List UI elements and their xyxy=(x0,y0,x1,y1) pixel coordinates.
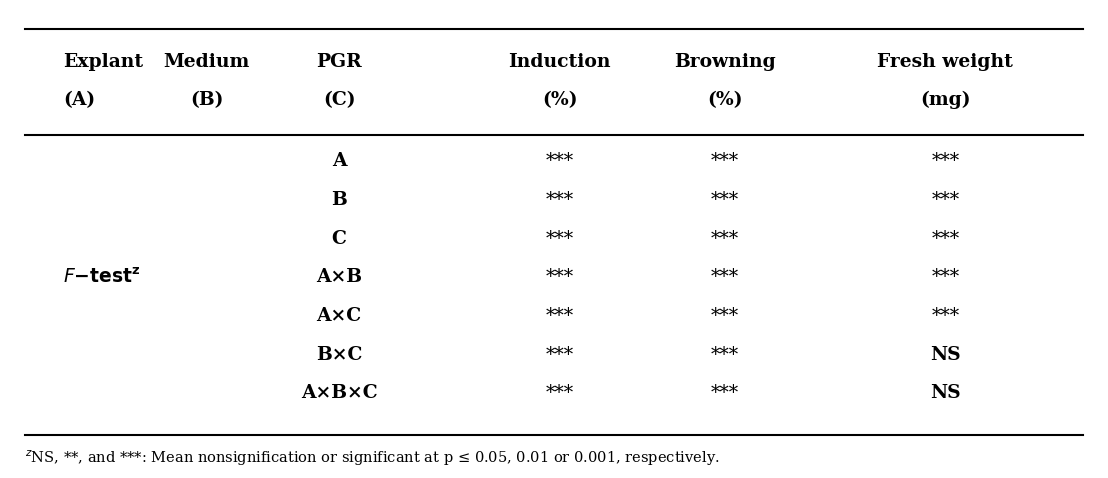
Text: ***: *** xyxy=(545,268,574,286)
Text: A: A xyxy=(331,152,347,170)
Text: (C): (C) xyxy=(322,91,356,109)
Text: (%): (%) xyxy=(707,91,742,109)
Text: ***: *** xyxy=(545,191,574,209)
Text: (mg): (mg) xyxy=(920,90,971,109)
Text: ***: *** xyxy=(545,346,574,364)
Text: (B): (B) xyxy=(191,91,224,109)
Text: Explant: Explant xyxy=(63,53,144,71)
Text: B: B xyxy=(331,191,347,209)
Text: ***: *** xyxy=(545,152,574,170)
Text: ***: *** xyxy=(932,229,960,248)
Text: ***: *** xyxy=(932,268,960,286)
Text: (A): (A) xyxy=(63,91,95,109)
Text: PGR: PGR xyxy=(316,53,362,71)
Text: (%): (%) xyxy=(542,91,577,109)
Text: A×C: A×C xyxy=(317,307,361,325)
Text: A×B×C: A×B×C xyxy=(300,384,378,402)
Text: ***: *** xyxy=(711,384,739,402)
Text: ***: *** xyxy=(711,191,739,209)
Text: ***: *** xyxy=(932,152,960,170)
Text: A×B: A×B xyxy=(316,268,362,286)
Text: B×C: B×C xyxy=(316,346,362,364)
Text: ***: *** xyxy=(545,229,574,248)
Text: $^z$NS, **, and ***: Mean nonsignification or significant at p ≤ 0.05, 0.01 or 0: $^z$NS, **, and ***: Mean nonsignificati… xyxy=(24,449,719,468)
Text: C: C xyxy=(331,229,347,248)
Text: Browning: Browning xyxy=(674,53,776,71)
Text: ***: *** xyxy=(711,268,739,286)
Text: ***: *** xyxy=(932,307,960,325)
Text: ***: *** xyxy=(545,307,574,325)
Text: ***: *** xyxy=(711,346,739,364)
Text: Medium: Medium xyxy=(164,53,250,71)
Text: $\mathbf{\mathit{F}}$$\mathbf{-test}^{\mathbf{z}}$: $\mathbf{\mathit{F}}$$\mathbf{-test}^{\m… xyxy=(63,268,141,287)
Text: NS: NS xyxy=(930,346,961,364)
Text: NS: NS xyxy=(930,384,961,402)
Text: ***: *** xyxy=(932,191,960,209)
Text: ***: *** xyxy=(711,229,739,248)
Text: ***: *** xyxy=(545,384,574,402)
Text: Fresh weight: Fresh weight xyxy=(878,53,1014,71)
Text: ***: *** xyxy=(711,152,739,170)
Text: ***: *** xyxy=(711,307,739,325)
Text: Induction: Induction xyxy=(509,53,611,71)
